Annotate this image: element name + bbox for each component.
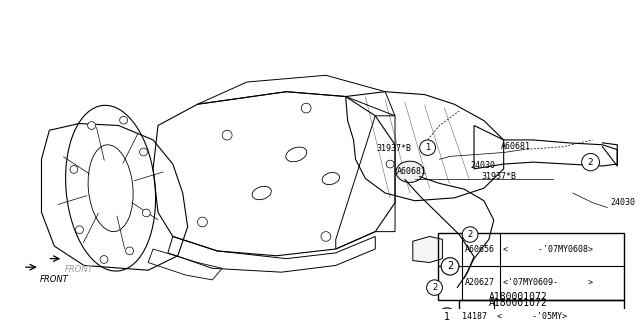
Text: 31937*B: 31937*B	[376, 144, 411, 153]
Circle shape	[125, 247, 134, 255]
Text: FRONT: FRONT	[40, 275, 68, 284]
Circle shape	[301, 103, 311, 113]
Text: A180001072: A180001072	[489, 298, 548, 308]
Text: A20627: A20627	[465, 278, 495, 287]
Text: 24030: 24030	[471, 161, 496, 170]
Text: 24030: 24030	[611, 198, 636, 207]
Circle shape	[438, 308, 456, 320]
Circle shape	[76, 226, 83, 234]
Text: A180001072: A180001072	[489, 292, 548, 302]
Text: 1: 1	[444, 312, 450, 320]
Bar	[459, 300, 625, 320]
Text: 2: 2	[588, 158, 593, 167]
Text: 2: 2	[432, 283, 437, 292]
Text: 14187: 14187	[462, 312, 487, 320]
Text: 2: 2	[447, 261, 453, 271]
Circle shape	[462, 227, 478, 242]
Circle shape	[100, 256, 108, 263]
Text: 1: 1	[425, 143, 430, 152]
Circle shape	[70, 166, 78, 173]
Text: FRONT: FRONT	[65, 265, 94, 275]
Circle shape	[198, 217, 207, 227]
Text: A60656: A60656	[465, 245, 495, 254]
Circle shape	[88, 122, 95, 129]
Text: A60681: A60681	[397, 167, 427, 176]
Circle shape	[140, 148, 147, 156]
Text: <      -'05MY>: < -'05MY>	[497, 312, 566, 320]
Circle shape	[386, 160, 394, 168]
Text: 2: 2	[467, 230, 473, 239]
Text: <      -'07MY0608>: < -'07MY0608>	[503, 245, 593, 254]
Circle shape	[420, 140, 436, 156]
Polygon shape	[413, 236, 442, 262]
Circle shape	[427, 280, 442, 295]
Bar	[438, 233, 625, 300]
Text: A60681: A60681	[500, 142, 531, 151]
Circle shape	[120, 116, 127, 124]
Circle shape	[142, 209, 150, 217]
Circle shape	[321, 232, 331, 241]
Text: <'07MY0609-      >: <'07MY0609- >	[503, 278, 593, 287]
Text: 31937*B: 31937*B	[481, 172, 516, 181]
Circle shape	[222, 130, 232, 140]
Circle shape	[441, 258, 459, 275]
Circle shape	[582, 154, 600, 171]
Ellipse shape	[396, 161, 424, 182]
